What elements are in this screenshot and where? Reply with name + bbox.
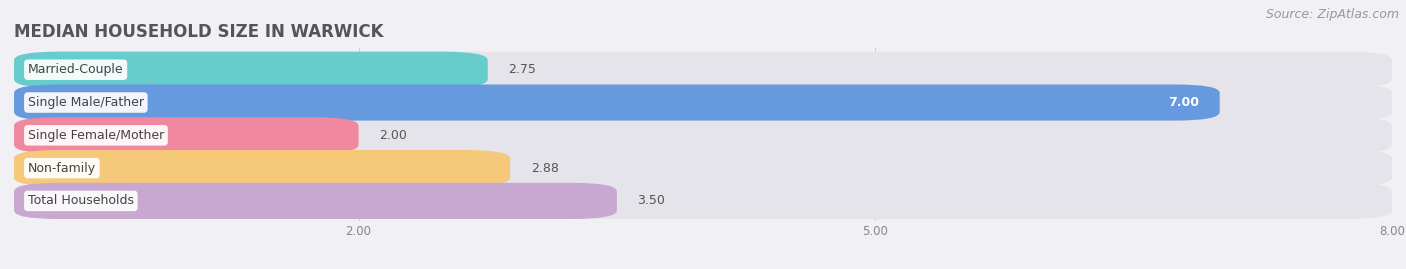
Text: MEDIAN HOUSEHOLD SIZE IN WARWICK: MEDIAN HOUSEHOLD SIZE IN WARWICK xyxy=(14,23,384,41)
Text: Single Female/Mother: Single Female/Mother xyxy=(28,129,165,142)
FancyBboxPatch shape xyxy=(14,84,1392,121)
Text: 3.50: 3.50 xyxy=(637,194,665,207)
Text: Married-Couple: Married-Couple xyxy=(28,63,124,76)
FancyBboxPatch shape xyxy=(14,183,617,219)
FancyBboxPatch shape xyxy=(14,150,1392,186)
Text: Single Male/Father: Single Male/Father xyxy=(28,96,143,109)
Text: 2.00: 2.00 xyxy=(380,129,408,142)
FancyBboxPatch shape xyxy=(14,52,1392,88)
Text: Non-family: Non-family xyxy=(28,162,96,175)
FancyBboxPatch shape xyxy=(14,150,510,186)
Text: 7.00: 7.00 xyxy=(1168,96,1199,109)
FancyBboxPatch shape xyxy=(14,183,1392,219)
FancyBboxPatch shape xyxy=(14,52,488,88)
Text: 2.88: 2.88 xyxy=(531,162,558,175)
FancyBboxPatch shape xyxy=(14,84,1219,121)
FancyBboxPatch shape xyxy=(14,117,1392,153)
Text: Total Households: Total Households xyxy=(28,194,134,207)
Text: Source: ZipAtlas.com: Source: ZipAtlas.com xyxy=(1265,8,1399,21)
Text: 2.75: 2.75 xyxy=(509,63,536,76)
FancyBboxPatch shape xyxy=(14,117,359,153)
